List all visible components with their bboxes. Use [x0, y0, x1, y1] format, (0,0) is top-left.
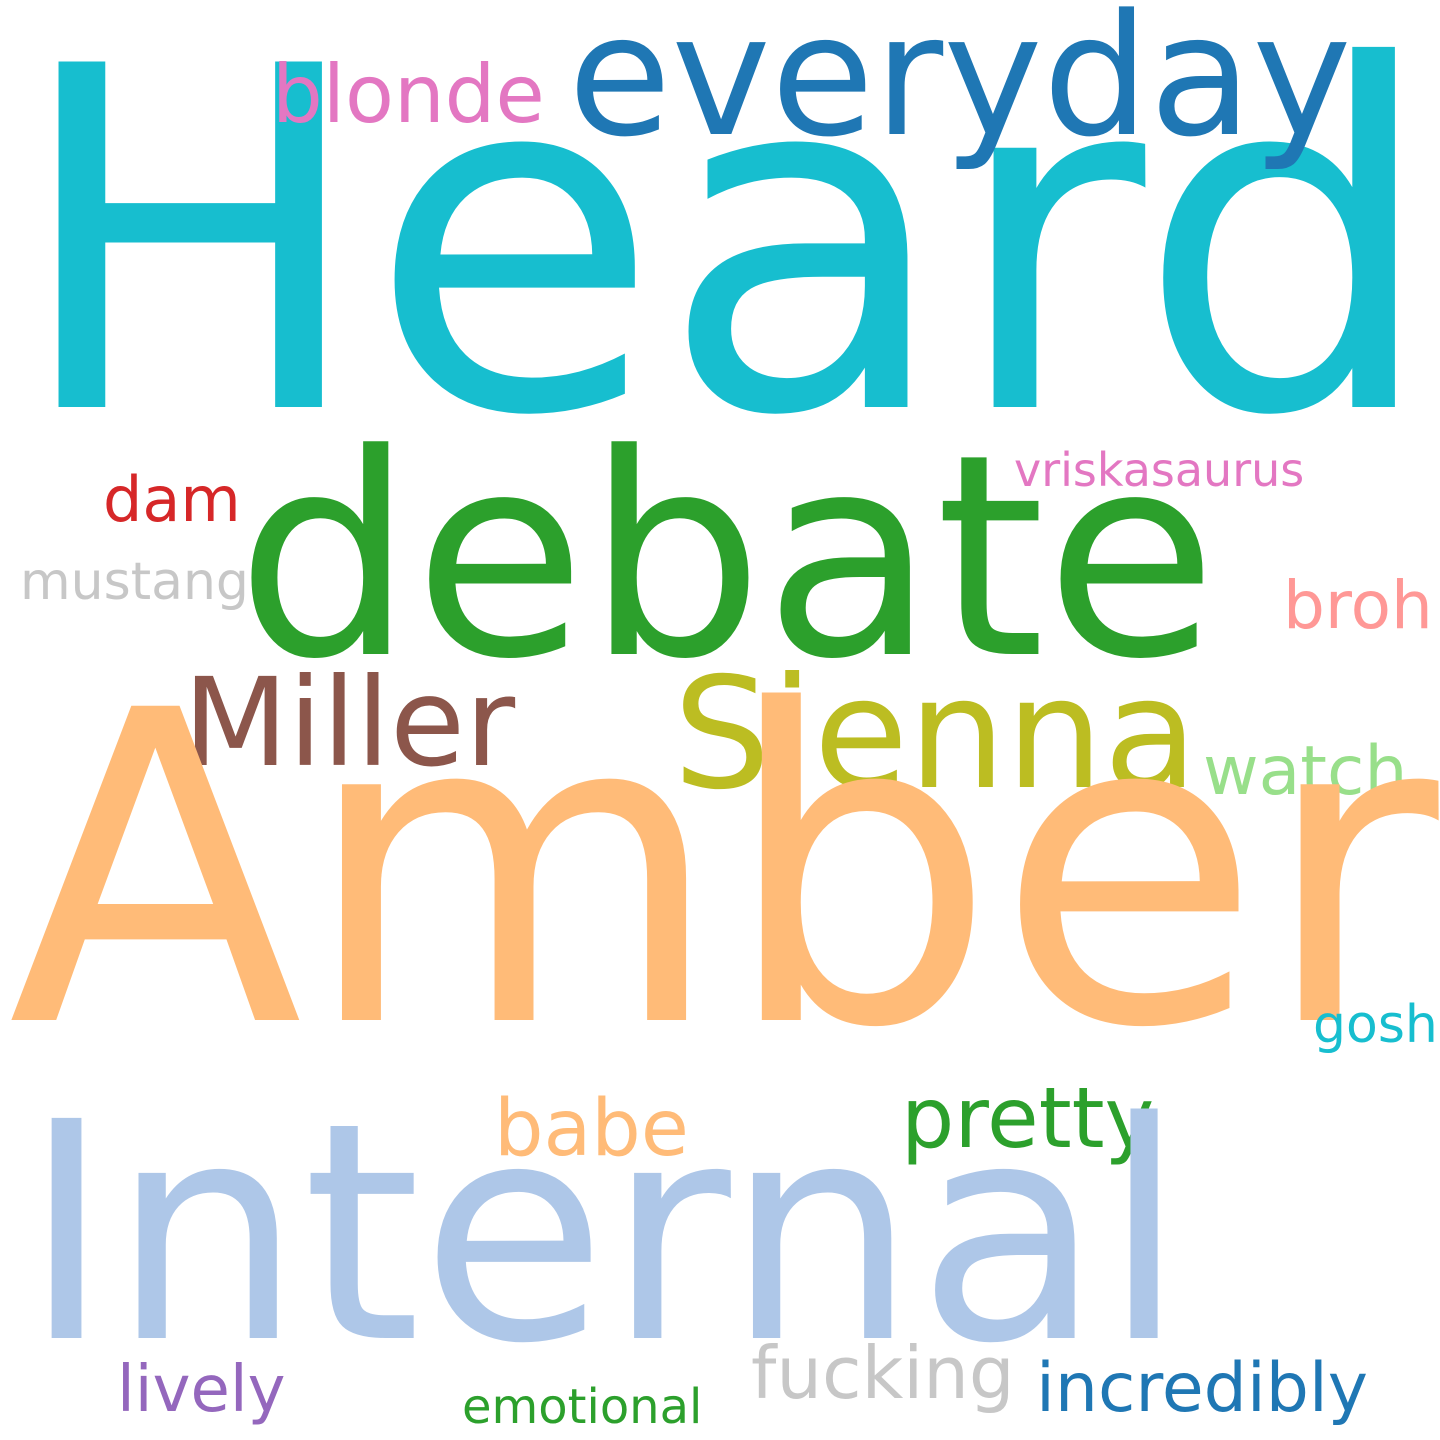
word-incredibly: incredibly: [1036, 1349, 1369, 1428]
word-sienna: Sienna: [673, 645, 1198, 824]
word-everyday: everyday: [568, 0, 1352, 174]
word-vriskasaurus: vriskasaurus: [1014, 443, 1305, 497]
word-fucking: fucking: [751, 1331, 1015, 1415]
word-mustang: mustang: [20, 552, 249, 612]
word-heard: Heard: [12, 0, 1438, 519]
word-lively: lively: [117, 1353, 286, 1427]
word-debate: debate: [236, 395, 1218, 721]
word-emotional: emotional: [462, 1379, 703, 1435]
word-miller: Miller: [183, 652, 516, 794]
word-pretty: pretty: [901, 1069, 1155, 1167]
word-gosh: gosh: [1313, 995, 1438, 1055]
word-dam: dam: [103, 463, 241, 536]
word-internal: Internal: [22, 1059, 1186, 1410]
word-broh: broh: [1283, 567, 1433, 644]
word-watch: watch: [1203, 732, 1408, 811]
word-blonde: blonde: [272, 48, 545, 141]
word-amber: Amber: [8, 620, 1439, 1122]
word-babe: babe: [494, 1084, 689, 1174]
